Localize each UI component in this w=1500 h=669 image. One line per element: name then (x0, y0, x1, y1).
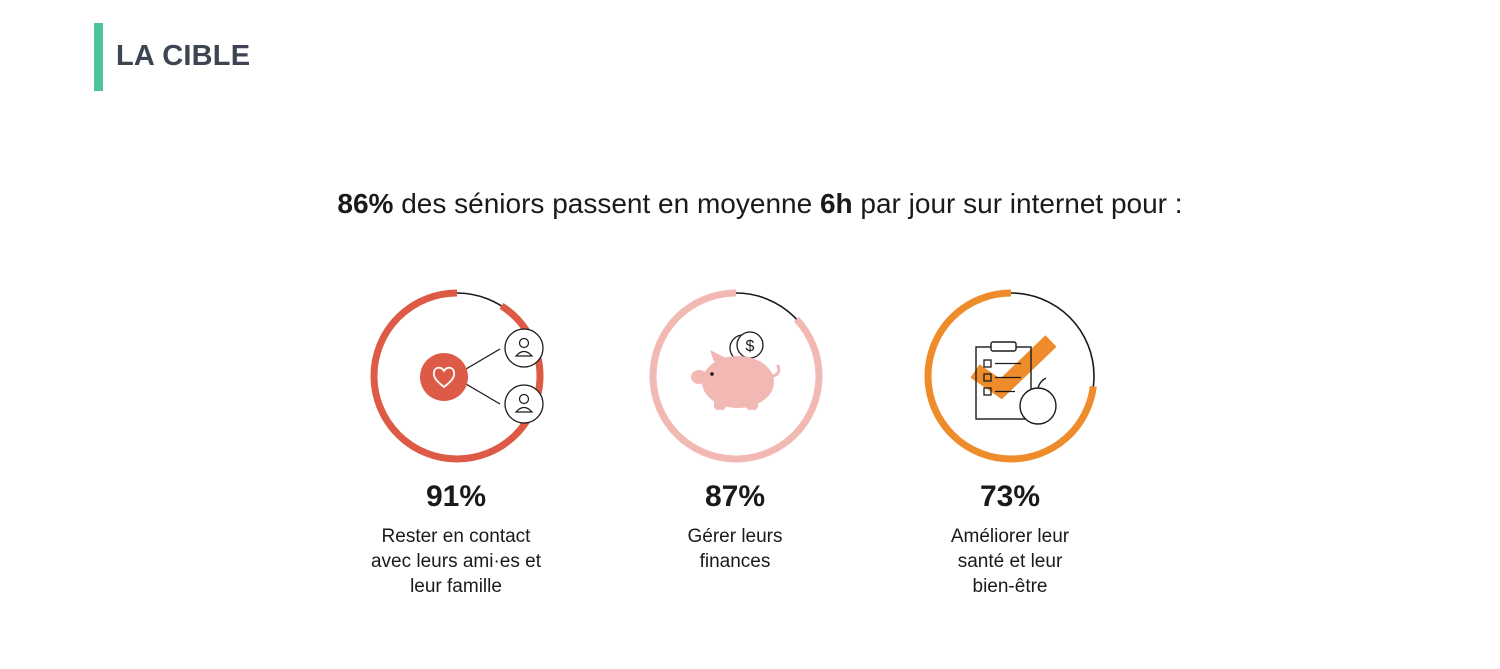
stat-label: Améliorer leur santé et leur bien-être (880, 524, 1140, 599)
health-checklist-icon (970, 335, 1057, 425)
social-heart-icon (420, 328, 544, 424)
piggy-bank-icon: $ (691, 331, 781, 410)
headline-percentage: 86% (337, 188, 394, 219)
stat-label-line: Améliorer leur (950, 526, 1070, 547)
section-title: LA CIBLE (116, 40, 251, 72)
headline-text-part2: par jour sur internet pour : (852, 188, 1183, 219)
stat-label-line: bien-être (972, 576, 1048, 597)
headline: 86% des séniors passent en moyenne 6h pa… (0, 188, 1500, 220)
stat-label: Gérer leurs finances (605, 524, 865, 574)
svg-text:$: $ (746, 338, 755, 355)
ring-progress-arc (649, 289, 823, 463)
stat-label-line: leur famille (410, 576, 502, 597)
progress-ring-health (924, 289, 1098, 463)
stat-percentage: 73% (979, 480, 1041, 513)
stat-percentage: 87% (704, 480, 766, 513)
stat-label: Rester en contact avec leurs ami·es et l… (326, 524, 586, 599)
headline-text-part1: des séniors passent en moyenne (393, 188, 820, 219)
stat-label-line: santé et leur (957, 551, 1063, 572)
progress-ring-contact (370, 289, 544, 463)
stat-label-line: Gérer leurs (687, 526, 783, 547)
progress-ring-finances: $ (649, 289, 823, 463)
stat-label-line: Rester en contact (381, 526, 531, 547)
stat-percentage: 91% (425, 480, 487, 513)
ring-progress-arc (370, 289, 544, 463)
headline-hours: 6h (819, 188, 853, 219)
ring-progress-arc (924, 289, 1098, 463)
stat-label-line: finances (699, 551, 771, 572)
stat-label-line: avec leurs ami·es et (370, 551, 541, 572)
section-accent-bar (94, 23, 103, 91)
